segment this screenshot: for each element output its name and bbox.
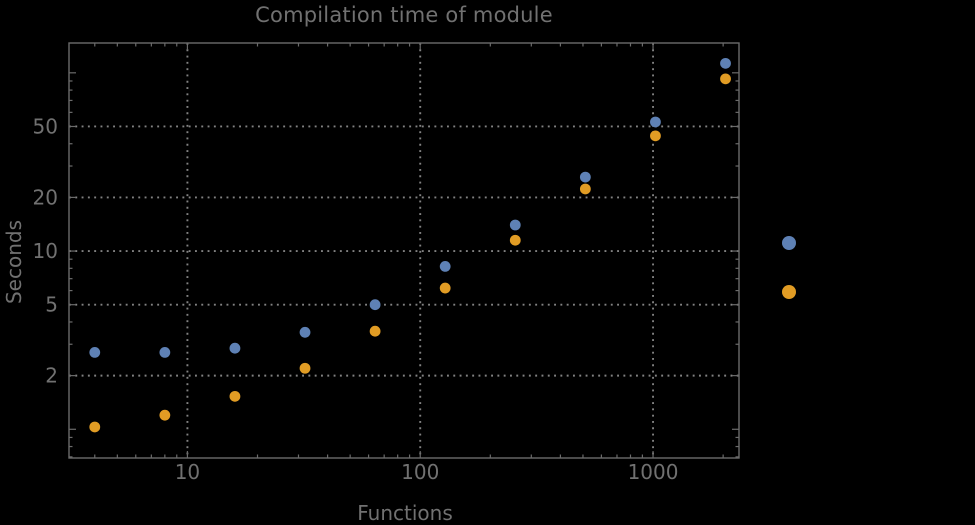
data-point-blue-x16 [229,342,241,354]
data-point-blue-x8 [159,346,171,358]
y-tick-label-2: 2 [45,364,58,388]
data-point-orange-x2048 [720,73,731,85]
y-tick-label-10: 10 [33,239,58,263]
data-point-blue-x1024 [650,116,661,128]
data-point-orange-x16 [229,390,241,402]
data-point-blue-x64 [369,299,381,311]
data-point-blue-x4 [89,346,101,358]
data-point-orange-x1024 [650,130,661,142]
data-point-blue-x32 [299,326,311,338]
data-point-blue-x2048 [720,57,731,69]
y-tick-label-50: 50 [33,114,58,138]
y-tick-label-20: 20 [33,185,58,209]
data-point-orange-x64 [369,325,381,337]
chart-title: Compilation time of module [255,3,553,27]
data-point-orange-x512 [579,183,591,195]
x-tick-label-1000: 1000 [628,460,679,484]
data-point-orange-x128 [439,282,451,294]
data-point-orange-x8 [159,409,171,421]
data-point-orange-x256 [509,234,521,246]
data-point-orange-x32 [299,362,311,374]
x-axis-label: Functions [357,501,453,525]
data-point-blue-x256 [509,219,521,231]
data-point-orange-x4 [89,421,101,433]
y-tick-label-5: 5 [45,293,58,317]
x-tick-label-100: 100 [401,460,439,484]
data-point-blue-x128 [439,261,451,272]
legend-marker-orange [782,285,796,299]
plot-frame [68,42,740,459]
data-point-blue-x512 [579,171,591,183]
y-axis-label: Seconds [2,219,26,305]
legend-marker-blue [782,236,796,250]
x-tick-label-10: 10 [175,460,200,484]
